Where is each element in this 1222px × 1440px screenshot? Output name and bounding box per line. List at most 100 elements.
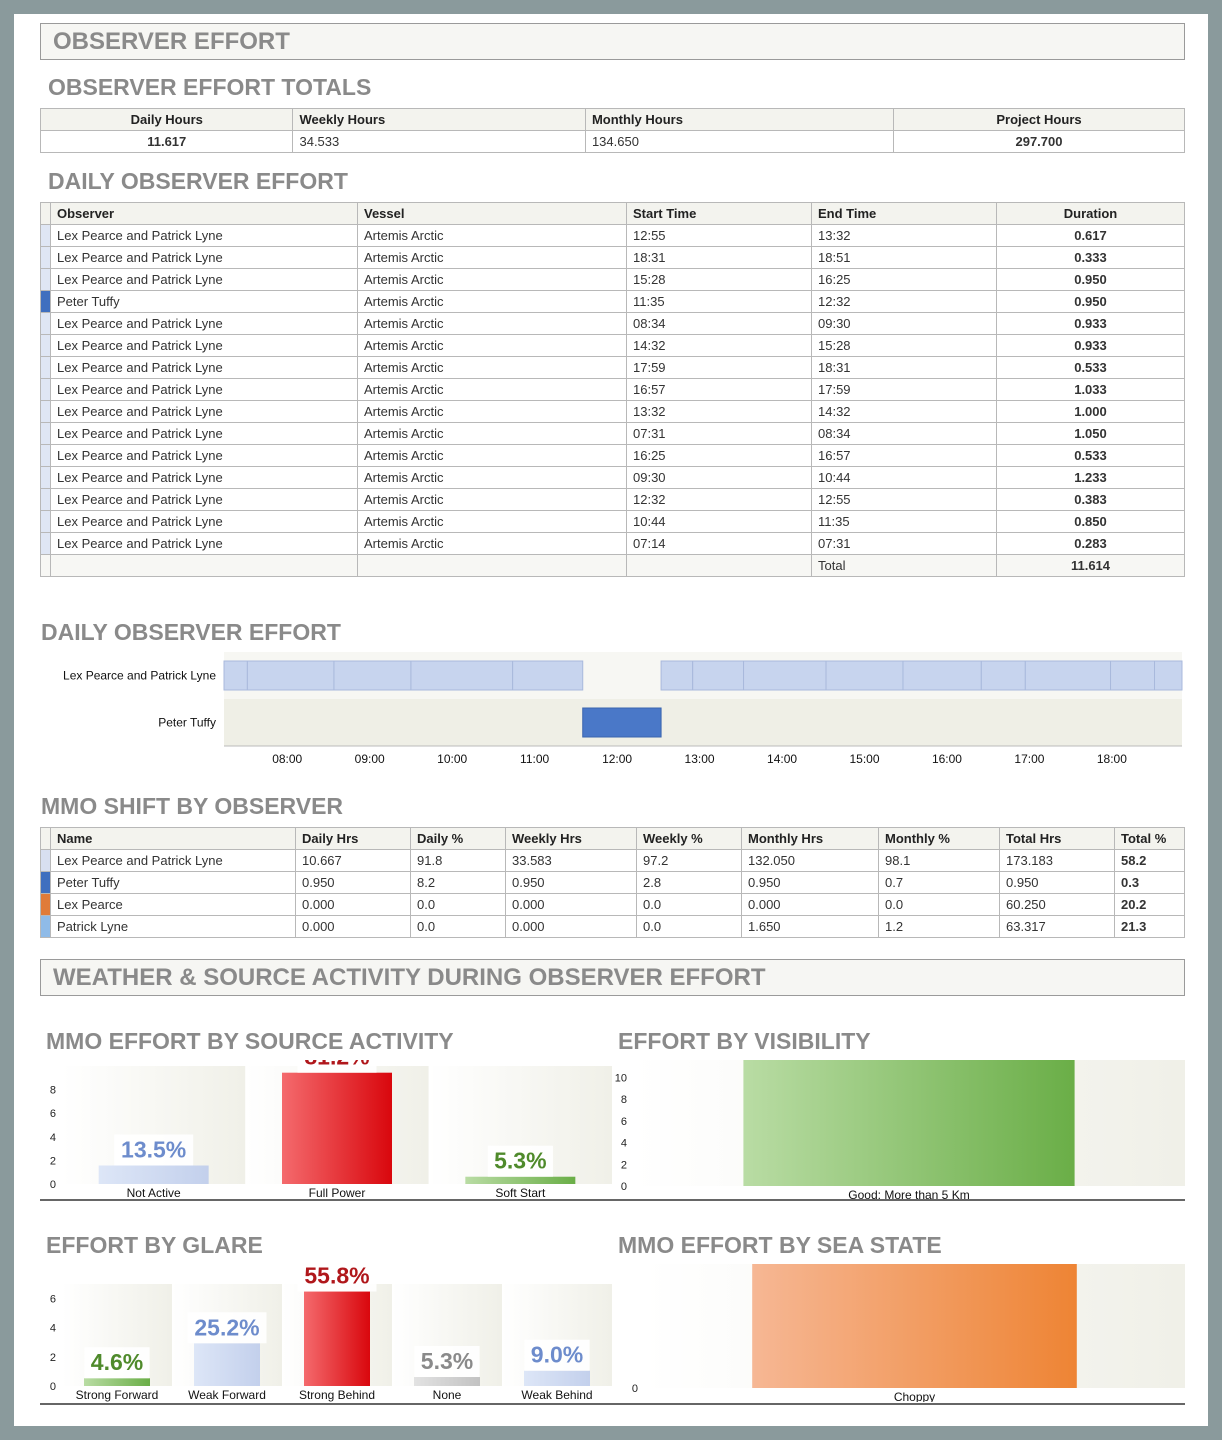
row-indicator	[40, 334, 51, 357]
data-label-box	[297, 1060, 377, 1073]
duration-cell: 0.617	[996, 224, 1185, 247]
gantt-row-label: Lex Pearce and Patrick Lyne	[63, 669, 216, 683]
start-time-cell: 07:31	[626, 422, 812, 445]
start-time-cell: 14:32	[626, 334, 812, 357]
row-indicator	[40, 290, 51, 313]
duration-cell: 0.333	[996, 246, 1185, 269]
footer-cell	[40, 554, 51, 577]
source-activity-chart: 0 2 4 6 8 13.5% Not Active 81.2% Full Power 5.3% S…	[50, 1060, 612, 1200]
shift-cell: 0.0	[636, 915, 742, 938]
category-label: Weak Behind	[521, 1388, 592, 1402]
col-end-time: End Time	[811, 202, 997, 225]
table-row: Lex Pearce and Patrick Lyne Artemis Arcti…	[40, 400, 1185, 423]
shift-cell: 0.7	[878, 871, 1000, 894]
start-time-cell: 07:14	[626, 532, 812, 555]
vessel-cell: Artemis Arctic	[357, 466, 627, 489]
y-tick-label: 8	[621, 1094, 627, 1106]
vessel-cell: Artemis Arctic	[357, 290, 627, 313]
table-row: Lex Pearce and Patrick Lyne Artemis Arcti…	[40, 532, 1185, 555]
sea-state-title: MMO EFFORT BY SEA STATE	[618, 1232, 942, 1258]
table-row: Lex Pearce and Patrick Lyne Artemis Arcti…	[40, 466, 1185, 489]
vessel-cell: Artemis Arctic	[357, 378, 627, 401]
end-time-cell: 15:28	[811, 334, 997, 357]
end-time-cell: 16:25	[811, 268, 997, 291]
x-tick-label: 15:00	[849, 752, 879, 766]
shift-cell: 91.8	[410, 849, 506, 872]
data-label: 55.8%	[304, 1263, 369, 1289]
shift-cell: 8.2	[410, 871, 506, 894]
shift-cell: 0.000	[505, 915, 637, 938]
bar	[84, 1378, 150, 1386]
data-label-box	[868, 1262, 961, 1264]
table-row: Lex Pearce and Patrick Lyne Artemis Arcti…	[40, 488, 1185, 511]
x-tick-label: 13:00	[685, 752, 715, 766]
duration-cell: 0.933	[996, 312, 1185, 335]
source-activity-title: MMO EFFORT BY SOURCE ACTIVITY	[46, 1028, 454, 1054]
observer-cell: Lex Pearce and Patrick Lyne	[50, 510, 358, 533]
start-time-cell: 15:28	[626, 268, 812, 291]
y-tick-label: 6	[50, 1294, 56, 1306]
observer-cell: Lex Pearce and Patrick Lyne	[50, 224, 358, 247]
weather-title: WEATHER & SOURCE ACTIVITY DURING OBSERVE…	[40, 959, 1185, 996]
row-indicator	[40, 488, 51, 511]
y-tick-label: 0	[621, 1181, 627, 1193]
category-label: Full Power	[309, 1186, 366, 1200]
shift-col-monthly: Monthly %	[878, 827, 1000, 850]
duration-cell: 1.000	[996, 400, 1185, 423]
bar	[524, 1370, 590, 1386]
table-row: Lex Pearce and Patrick Lyne Artemis Arcti…	[40, 312, 1185, 335]
table-row: Peter Tuffy Artemis Arctic 11:35 12:32 0.950	[40, 290, 1185, 313]
observer-cell: Lex Pearce and Patrick Lyne	[50, 312, 358, 335]
start-time-cell: 17:59	[626, 356, 812, 379]
end-time-cell: 07:31	[811, 532, 997, 555]
observer-cell: Lex Pearce and Patrick Lyne	[50, 268, 358, 291]
row-indicator	[40, 400, 51, 423]
y-tick-label: 6	[50, 1108, 56, 1120]
data-label-box	[487, 1145, 553, 1177]
start-time-cell: 09:30	[626, 466, 812, 489]
table-row: Lex Pearce and Patrick Lyne Artemis Arcti…	[40, 246, 1185, 269]
row-indicator	[40, 224, 51, 247]
col-vessel: Vessel	[357, 202, 627, 225]
footer-cell	[357, 554, 627, 577]
observer-color-indicator	[40, 849, 51, 872]
duration-cell: 1.233	[996, 466, 1185, 489]
duration-cell: 1.033	[996, 378, 1185, 401]
bar	[304, 1291, 370, 1386]
shift-cell: 0.000	[505, 893, 637, 916]
start-time-cell: 08:34	[626, 312, 812, 335]
observer-cell: Lex Pearce and Patrick Lyne	[50, 334, 358, 357]
category-label: Strong Forward	[76, 1388, 159, 1402]
vessel-cell: Artemis Arctic	[357, 312, 627, 335]
shift-cell: 63.317	[999, 915, 1115, 938]
shift-cell: 0.950	[505, 871, 637, 894]
vessel-cell: Artemis Arctic	[357, 532, 627, 555]
shift-col-total-hrs: Total Hrs	[999, 827, 1115, 850]
table-row: Peter Tuffy 0.950 8.2 0.950 2.8 0.950 0.7 0.950…	[40, 871, 1185, 894]
table-row: Patrick Lyne 0.000 0.0 0.000 0.0 1.650 1.2 63.3…	[40, 915, 1185, 938]
col-start-time: Start Time	[626, 202, 812, 225]
end-time-cell: 12:32	[811, 290, 997, 313]
shift-col-daily-hrs: Daily Hrs	[295, 827, 411, 850]
duration-cell: 0.850	[996, 510, 1185, 533]
observer-cell: Lex Pearce and Patrick Lyne	[50, 422, 358, 445]
end-time-cell: 14:32	[811, 400, 997, 423]
vessel-cell: Artemis Arctic	[357, 444, 627, 467]
end-time-cell: 17:59	[811, 378, 997, 401]
duration-cell: 0.950	[996, 268, 1185, 291]
shift-cell: 58.2	[1114, 849, 1185, 872]
shift-cell: Lex Pearce and Patrick Lyne	[50, 849, 296, 872]
table-row: Lex Pearce and Patrick Lyne Artemis Arcti…	[40, 334, 1185, 357]
totals-title: OBSERVER EFFORT TOTALS	[48, 74, 372, 100]
table-row: Lex Pearce and Patrick Lyne Artemis Arcti…	[40, 444, 1185, 467]
shift-cell: 60.250	[999, 893, 1115, 916]
data-label-box	[84, 1347, 150, 1379]
totals-header-project: Project Hours	[892, 108, 1186, 131]
vessel-cell: Artemis Arctic	[357, 422, 627, 445]
shift-cell: 0.0	[410, 915, 506, 938]
indicator-header	[40, 827, 51, 850]
bar	[98, 1165, 209, 1184]
start-time-cell: 12:32	[626, 488, 812, 511]
start-time-cell: 16:25	[626, 444, 812, 467]
observer-color-indicator	[40, 871, 51, 894]
